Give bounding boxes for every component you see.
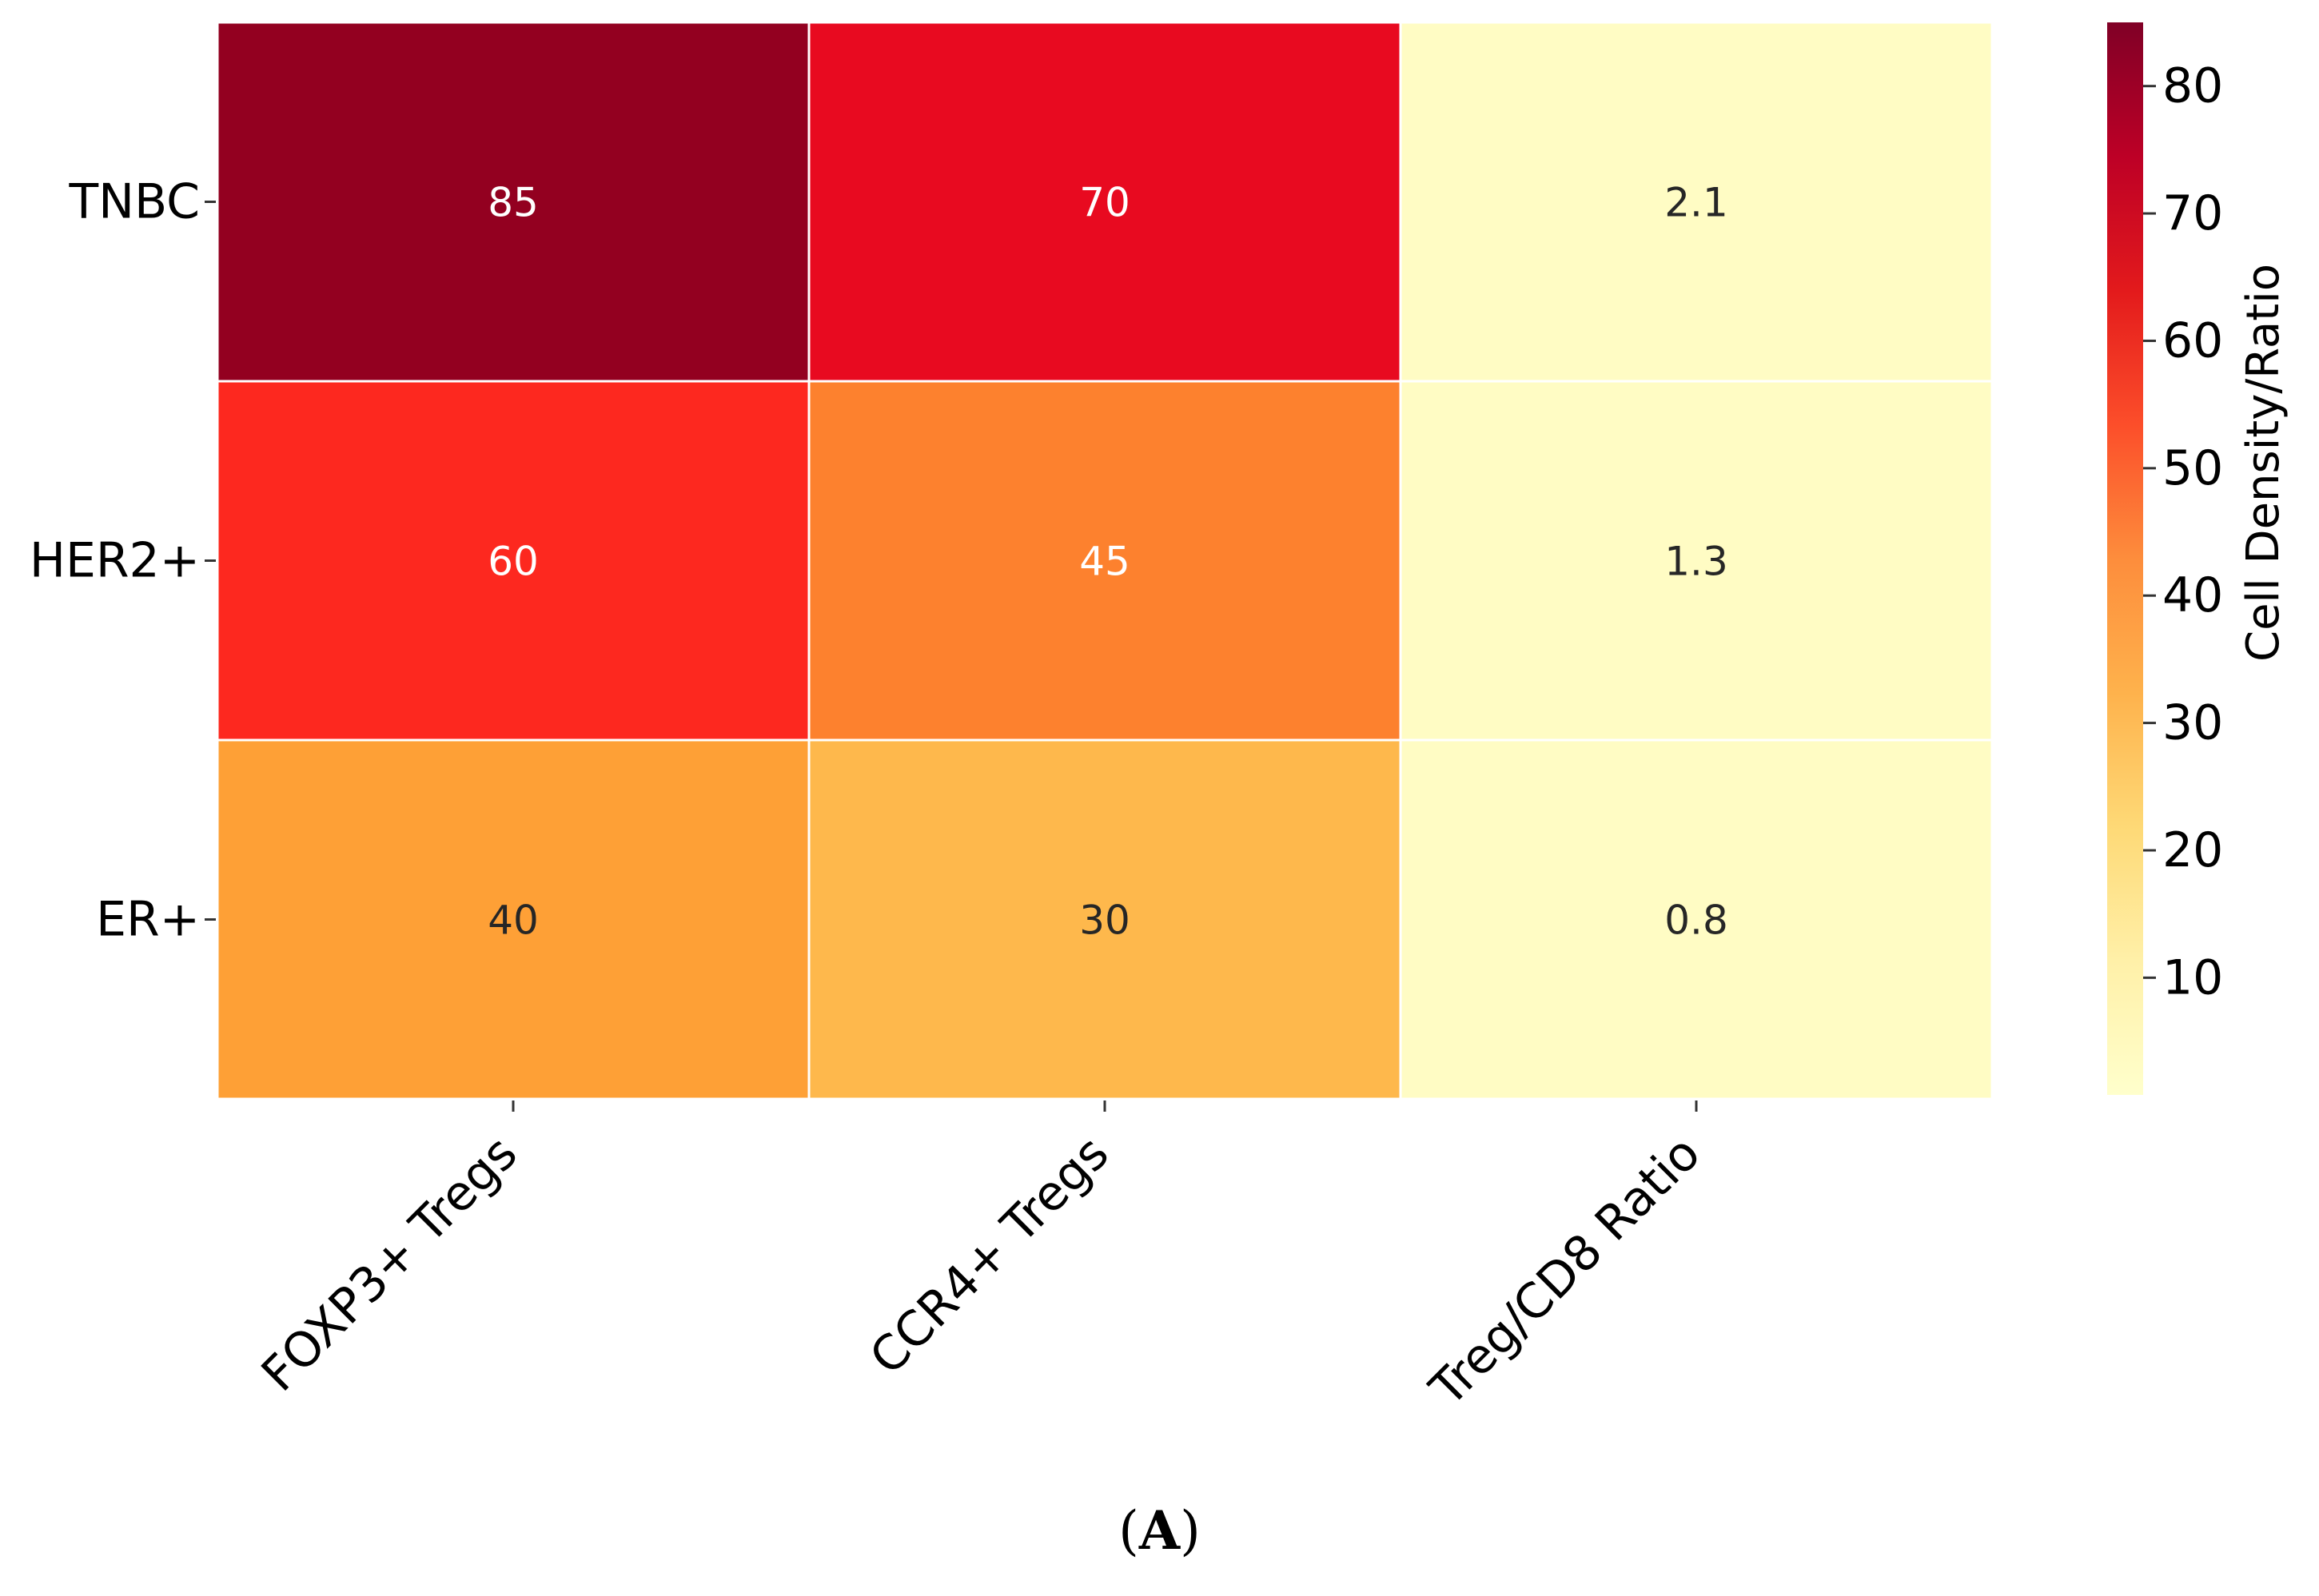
heatmap-cell-labels: 85 70 2.1 60 45 1.3 40 30 0.8 [488,180,1728,944]
cell-value-label: 30 [1079,898,1130,944]
colorbar-tick-label: 70 [2162,185,2223,241]
y-tick-label: ER+ [96,892,200,948]
x-tick-label: CCR4+ Tregs [859,1125,1120,1386]
colorbar-tick-label: 30 [2162,695,2223,751]
colorbar-gradient [2107,22,2143,1095]
cell-value-label: 60 [488,539,539,585]
colorbar-tick-label: 80 [2162,58,2223,114]
cell-value-label: 40 [488,898,539,944]
heatmap-cell-her2-ccr4-tregs [807,380,1402,742]
x-axis: FOXP3+ Tregs CCR4+ Tregs Treg/CD8 Ratio [251,1100,1711,1418]
y-tick-label: HER2+ [30,533,200,589]
panel-label-close: ) [1180,1500,1201,1562]
panel-label-letter: A [1138,1499,1181,1562]
colorbar-ticks: 10 20 30 40 50 60 70 80 [2143,58,2223,1005]
colorbar-tick-label: 60 [2162,312,2223,368]
heatmap-cell-er-treg-cd8-ratio [1399,738,1994,1100]
colorbar-title: Cell Density/Ratio [2237,264,2289,662]
cell-value-label: 70 [1079,180,1130,226]
heatmap-cells [216,21,1994,1100]
cell-value-label: 1.3 [1664,539,1728,585]
heatmap-cell-tnbc-treg-cd8-ratio [1399,21,1994,383]
colorbar-tick-label: 10 [2162,949,2223,1005]
colorbar-tick-label: 40 [2162,567,2223,623]
cell-value-label: 85 [488,180,539,226]
x-tick-label: Treg/CD8 Ratio [1419,1125,1711,1417]
heatmap-cell-tnbc-ccr4-tregs [807,21,1402,383]
heatmap-cell-er-ccr4-tregs [807,738,1402,1100]
heatmap-cell-er-foxp3-tregs [216,738,811,1100]
x-tick-label: FOXP3+ Tregs [251,1125,528,1403]
colorbar: 10 20 30 40 50 60 70 80 Cell Density/Ratio [2107,22,2289,1095]
y-axis: TNBC HER2+ ER+ [30,174,216,948]
cell-value-label: 45 [1079,539,1130,585]
heatmap-cell-tnbc-foxp3-tregs [216,21,811,383]
colorbar-tick-label: 50 [2162,440,2223,496]
cell-value-label: 2.1 [1664,180,1728,226]
colorbar-tick-label: 20 [2162,822,2223,878]
cell-value-label: 0.8 [1664,898,1728,944]
panel-label-open: ( [1118,1500,1139,1562]
panel-label: (A) [0,1504,2319,1558]
y-tick-label: TNBC [68,174,200,230]
heatmap-cell-her2-foxp3-tregs [216,380,811,742]
heatmap-cell-her2-treg-cd8-ratio [1399,380,1994,742]
